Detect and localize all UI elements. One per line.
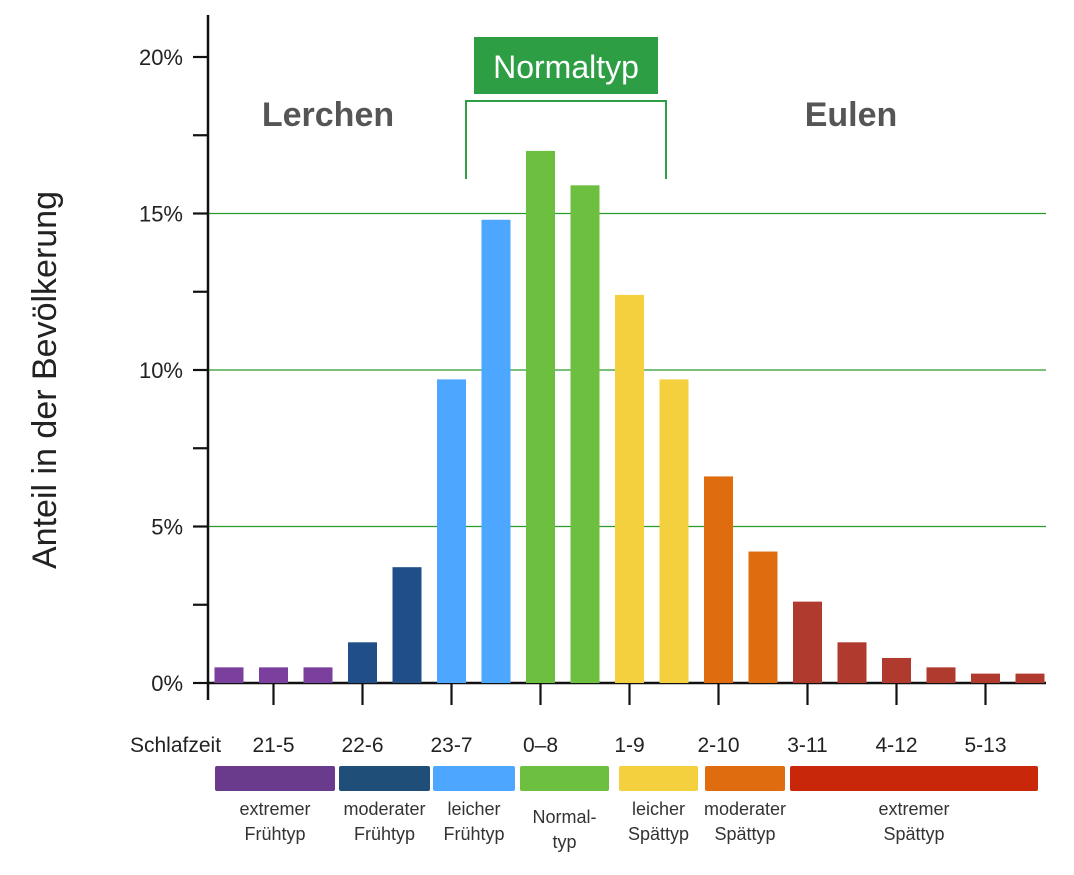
chronotype-label: moderater: [704, 799, 786, 819]
x-tick-label: 4-12: [875, 734, 917, 757]
group-label-lerchen: Lerchen: [262, 96, 394, 134]
chronotype-strip: [433, 766, 515, 791]
chronotype-label: leicher: [447, 799, 500, 819]
x-tick-label: 5-13: [964, 734, 1006, 757]
normaltyp-box: [474, 37, 658, 94]
bar: [882, 657, 911, 683]
y-tick-label: 0%: [151, 671, 183, 696]
chronotype-label: typ: [552, 832, 576, 852]
y-tick-label: 10%: [139, 358, 183, 383]
chronotype-strip: [339, 766, 430, 791]
normaltyp-bracket: [465, 100, 667, 179]
bar: [971, 673, 1000, 683]
x-axis-prefix: Schlafzeit: [130, 734, 221, 757]
bar: [348, 642, 377, 683]
bar: [926, 667, 956, 683]
chronotype-label: Spättyp: [883, 824, 944, 844]
chronotype-label: Frühtyp: [244, 824, 305, 844]
x-tick-labels: 21-5 22-6 23-7 0–8 1-9 2-10 3-11 4-12 5-13 Schlaf…: [130, 734, 1007, 757]
bar: [437, 379, 466, 683]
chronotype-label: extremer: [878, 799, 949, 819]
bar: [481, 219, 511, 683]
bar: [837, 642, 867, 683]
x-tick-label: 21-5: [252, 734, 294, 757]
chronotype-label: Spättyp: [714, 824, 775, 844]
chronotype-strip: [520, 766, 609, 791]
chronotype-label: Frühtyp: [443, 824, 504, 844]
bar: [1015, 673, 1045, 683]
x-tick-label: 2-10: [697, 734, 739, 757]
chronotype-label: leicher: [632, 799, 685, 819]
y-tick-labels: 0% 5% 10% 15% 20%: [139, 45, 183, 696]
chronotype-strip: [705, 766, 785, 791]
y-tick-label: 20%: [139, 45, 183, 70]
bar: [259, 667, 288, 683]
chronotype-strip: [619, 766, 698, 791]
x-tick-label: 22-6: [341, 734, 383, 757]
group-label-eulen: Eulen: [805, 96, 898, 134]
bar: [793, 601, 822, 683]
bar: [526, 150, 555, 683]
bar: [570, 185, 600, 683]
x-tick-label: 3-11: [787, 734, 827, 757]
bar: [748, 551, 778, 683]
chronotype-label: Normal-: [532, 807, 596, 827]
y-tick-label: 5%: [151, 515, 183, 540]
bar: [659, 379, 689, 683]
chronotype-strip: [790, 766, 1038, 791]
normaltyp-label: Normaltyp: [493, 49, 639, 85]
annotations: Lerchen Eulen Normaltyp: [262, 37, 897, 179]
x-tick-label: 0–8: [523, 734, 558, 757]
chronotype-label: Frühtyp: [354, 824, 415, 844]
bar: [704, 476, 733, 683]
chronotype-legend: extremer Frühtyp moderater Frühtyp leicher Fr…: [215, 766, 1038, 852]
chronotype-strip: [215, 766, 335, 791]
bar: [392, 567, 422, 683]
chronotype-label: Spättyp: [628, 824, 689, 844]
x-tick-label: 23-7: [430, 734, 472, 757]
bars: [214, 150, 1045, 683]
chronotype-label: extremer: [239, 799, 310, 819]
y-axis-label: Anteil in der Bevölkerung: [26, 191, 64, 569]
x-tick-label: 1-9: [614, 734, 644, 757]
bar: [214, 667, 244, 683]
chronotype-label: moderater: [343, 799, 425, 819]
y-tick-label: 15%: [139, 202, 183, 227]
bar: [615, 294, 644, 683]
bar: [303, 667, 333, 683]
